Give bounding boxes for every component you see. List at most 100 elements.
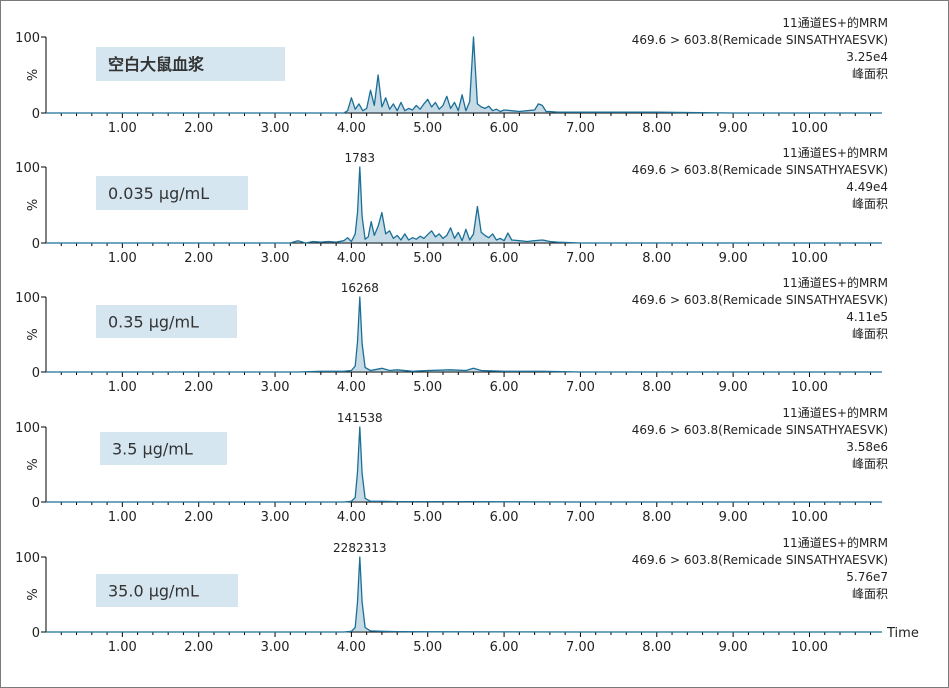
peak-area-value: 3.25e4 xyxy=(846,50,888,64)
x-tick-label: 1.00 xyxy=(108,121,137,136)
y-tick-label: 100 xyxy=(15,31,40,46)
x-tick-label: 6.00 xyxy=(490,251,519,266)
x-tick-label: 9.00 xyxy=(719,121,748,136)
chromatogram-trace xyxy=(46,426,882,503)
channel-label: 11通道ES+的MRM xyxy=(782,405,888,420)
x-tick-label: 8.00 xyxy=(642,380,671,395)
x-tick-label: 4.00 xyxy=(337,510,366,525)
peak-label: 1783 xyxy=(345,151,376,165)
x-tick-label: 7.00 xyxy=(566,380,595,395)
peak-label: 2282313 xyxy=(333,541,386,555)
x-tick-label: 6.00 xyxy=(490,380,519,395)
x-tick-label: 3.00 xyxy=(261,121,290,136)
y-tick-label: 100 xyxy=(15,551,40,566)
sample-label: 0.35 µg/mL xyxy=(108,313,199,332)
area-label: 峰面积 xyxy=(852,457,888,471)
x-tick-label: 4.00 xyxy=(337,121,366,136)
x-tick-label: 3.00 xyxy=(261,640,290,655)
channel-label: 11通道ES+的MRM xyxy=(782,15,888,30)
x-tick-label: 8.00 xyxy=(642,510,671,525)
x-tick-label: 5.00 xyxy=(413,640,442,655)
x-tick-label: 2.00 xyxy=(184,380,213,395)
channel-label: 11通道ES+的MRM xyxy=(782,275,888,290)
x-tick-label: 6.00 xyxy=(490,121,519,136)
x-tick-label: 4.00 xyxy=(337,380,366,395)
x-tick-label: 2.00 xyxy=(184,121,213,136)
y-tick-label: 100 xyxy=(15,291,40,306)
sample-label-box xyxy=(96,176,248,210)
x-tick-label: 7.00 xyxy=(566,510,595,525)
y-axis-label: % xyxy=(26,458,41,470)
x-tick-label: 10.00 xyxy=(791,251,828,266)
x-tick-label: 2.00 xyxy=(184,510,213,525)
chromatogram-trace xyxy=(46,556,882,633)
sample-label-box xyxy=(100,432,227,465)
peak-area-value: 5.76e7 xyxy=(846,570,888,584)
x-tick-label: 1.00 xyxy=(108,510,137,525)
x-axis-title: Time xyxy=(886,626,919,641)
peak-label: 16268 xyxy=(341,281,379,295)
y-axis-label: % xyxy=(26,328,41,340)
x-tick-label: 4.00 xyxy=(337,251,366,266)
x-tick-label: 1.00 xyxy=(108,380,137,395)
x-tick-label: 9.00 xyxy=(719,251,748,266)
transition-label: 469.6 > 603.8(Remicade SINSATHYAESVK) xyxy=(632,423,888,437)
x-tick-label: 8.00 xyxy=(642,121,671,136)
y-tick-label: 100 xyxy=(15,421,40,436)
chromatogram-trace xyxy=(46,166,882,244)
x-tick-label: 5.00 xyxy=(413,121,442,136)
chromatogram-trace xyxy=(46,296,882,373)
x-tick-label: 9.00 xyxy=(719,380,748,395)
transition-label: 469.6 > 603.8(Remicade SINSATHYAESVK) xyxy=(632,163,888,177)
x-tick-label: 10.00 xyxy=(791,640,828,655)
y-tick-label: 0 xyxy=(32,107,40,122)
x-tick-label: 1.00 xyxy=(108,251,137,266)
transition-label: 469.6 > 603.8(Remicade SINSATHYAESVK) xyxy=(632,293,888,307)
x-tick-label: 7.00 xyxy=(566,640,595,655)
sample-label: 0.035 µg/mL xyxy=(108,184,209,203)
x-tick-label: 6.00 xyxy=(490,640,519,655)
x-tick-label: 8.00 xyxy=(642,251,671,266)
x-tick-label: 3.00 xyxy=(261,510,290,525)
y-tick-label: 0 xyxy=(32,626,40,641)
x-tick-label: 6.00 xyxy=(490,510,519,525)
x-tick-label: 2.00 xyxy=(184,251,213,266)
y-tick-label: 0 xyxy=(32,237,40,252)
y-axis-label: % xyxy=(26,199,41,211)
peak-area-value: 4.49e4 xyxy=(846,180,888,194)
x-tick-label: 5.00 xyxy=(413,251,442,266)
x-tick-label: 9.00 xyxy=(719,640,748,655)
x-tick-label: 4.00 xyxy=(337,640,366,655)
area-label: 峰面积 xyxy=(852,587,888,601)
x-tick-label: 5.00 xyxy=(413,510,442,525)
x-tick-label: 10.00 xyxy=(791,121,828,136)
area-label: 峰面积 xyxy=(852,327,888,341)
x-tick-label: 8.00 xyxy=(642,640,671,655)
area-label: 峰面积 xyxy=(852,67,888,81)
sample-label-box xyxy=(96,574,238,607)
area-label: 峰面积 xyxy=(852,197,888,211)
peak-label: 141538 xyxy=(337,411,383,425)
y-tick-label: 0 xyxy=(32,366,40,381)
y-tick-label: 100 xyxy=(15,161,40,176)
x-tick-label: 5.00 xyxy=(413,380,442,395)
sample-label-box xyxy=(96,47,285,81)
peak-area-value: 3.58e6 xyxy=(846,440,888,454)
x-tick-label: 1.00 xyxy=(108,640,137,655)
peak-area-value: 4.11e5 xyxy=(846,310,888,324)
x-tick-label: 3.00 xyxy=(261,380,290,395)
x-tick-label: 7.00 xyxy=(566,251,595,266)
y-tick-label: 0 xyxy=(32,496,40,511)
transition-label: 469.6 > 603.8(Remicade SINSATHYAESVK) xyxy=(632,553,888,567)
x-tick-label: 7.00 xyxy=(566,121,595,136)
x-tick-label: 9.00 xyxy=(719,510,748,525)
sample-label-box xyxy=(96,305,237,338)
transition-label: 469.6 > 603.8(Remicade SINSATHYAESVK) xyxy=(632,33,888,47)
x-tick-label: 10.00 xyxy=(791,380,828,395)
sample-label: 空白大鼠血浆 xyxy=(108,55,205,74)
sample-label: 35.0 µg/mL xyxy=(108,582,199,601)
x-tick-label: 10.00 xyxy=(791,510,828,525)
sample-label: 3.5 µg/mL xyxy=(112,440,193,459)
